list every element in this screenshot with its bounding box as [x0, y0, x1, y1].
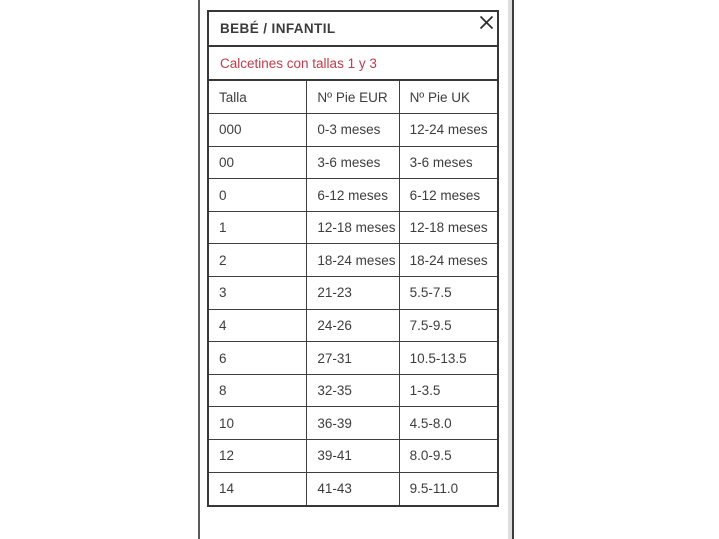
table-cell: 36-39: [306, 406, 400, 441]
table-row: 3 21-23 5.5-7.5: [209, 276, 497, 310]
table-cell: 8: [209, 373, 308, 408]
table-cell: 1: [209, 210, 308, 245]
table-cell: 6: [209, 341, 308, 375]
table-row: 000 0-3 meses 12-24 meses: [209, 113, 497, 147]
scrollbar[interactable]: [508, 0, 512, 539]
table-cell: 27-31: [306, 341, 400, 375]
table-cell: 6-12 meses: [398, 178, 497, 212]
table-cell: 21-23: [306, 276, 400, 310]
table-cell: 41-43: [306, 471, 400, 505]
table-header-cell: Talla: [209, 81, 308, 115]
table-header-cell: Nº Pie EUR: [306, 81, 400, 115]
table-cell: 18-24 meses: [398, 243, 497, 278]
table-cell: 12-18 meses: [306, 210, 400, 245]
table-cell: 00: [209, 145, 308, 180]
table-header-row: Talla Nº Pie EUR Nº Pie UK: [209, 81, 497, 115]
dialog-title: BEBÉ / INFANTIL: [220, 21, 336, 36]
table-cell: 7.5-9.5: [398, 308, 497, 343]
table-cell: 5.5-7.5: [398, 276, 497, 310]
table-cell: 4: [209, 308, 308, 343]
table-cell: 2: [209, 243, 308, 278]
table-cell: 3-6 meses: [398, 145, 497, 180]
table-cell: 000: [209, 113, 308, 147]
table-cell: 8.0-9.5: [398, 439, 497, 473]
table-row: 12 39-41 8.0-9.5: [209, 439, 497, 473]
table-cell: 3-6 meses: [306, 145, 400, 180]
table-row: 10 36-39 4.5-8.0: [209, 406, 497, 441]
table-cell: 18-24 meses: [306, 243, 400, 278]
table-cell: 24-26: [306, 308, 400, 343]
table-cell: 12-24 meses: [398, 113, 497, 147]
table-row: 00 3-6 meses 3-6 meses: [209, 145, 497, 180]
table-row: 0 6-12 meses 6-12 meses: [209, 178, 497, 212]
table-cell: 1-3.5: [398, 373, 497, 408]
table-row: 8 32-35 1-3.5: [209, 373, 497, 408]
table-header-cell: Nº Pie UK: [398, 81, 497, 115]
table-cell: 14: [209, 471, 308, 505]
table-row: 2 18-24 meses 18-24 meses: [209, 243, 497, 278]
table-cell: 39-41: [306, 439, 400, 473]
size-table: Talla Nº Pie EUR Nº Pie UK 000 0-3 meses…: [209, 81, 497, 505]
table-row: 6 27-31 10.5-13.5: [209, 341, 497, 375]
table-cell: 4.5-8.0: [398, 406, 497, 441]
table-row: 14 41-43 9.5-11.0: [209, 471, 497, 505]
table-cell: 9.5-11.0: [398, 471, 497, 505]
table-cell: 0: [209, 178, 308, 212]
dialog-subtitle: Calcetines con tallas 1 y 3: [220, 55, 377, 71]
table-cell: 10: [209, 406, 308, 441]
table-row: 4 24-26 7.5-9.5: [209, 308, 497, 343]
size-guide-dialog: BEBÉ / INFANTIL Calcetines con tallas 1 …: [207, 10, 499, 507]
table-cell: 0-3 meses: [306, 113, 400, 147]
table-cell: 3: [209, 276, 308, 310]
close-icon: [479, 15, 494, 30]
table-cell: 12-18 meses: [398, 210, 497, 245]
table-cell: 10.5-13.5: [398, 341, 497, 375]
table-row: 1 12-18 meses 12-18 meses: [209, 210, 497, 245]
table-cell: 6-12 meses: [306, 178, 400, 212]
table-cell: 32-35: [306, 373, 400, 408]
dialog-header: BEBÉ / INFANTIL: [209, 12, 497, 47]
dialog-subtitle-row: Calcetines con tallas 1 y 3: [209, 47, 497, 81]
table-cell: 12: [209, 439, 308, 473]
close-button[interactable]: [476, 13, 496, 32]
